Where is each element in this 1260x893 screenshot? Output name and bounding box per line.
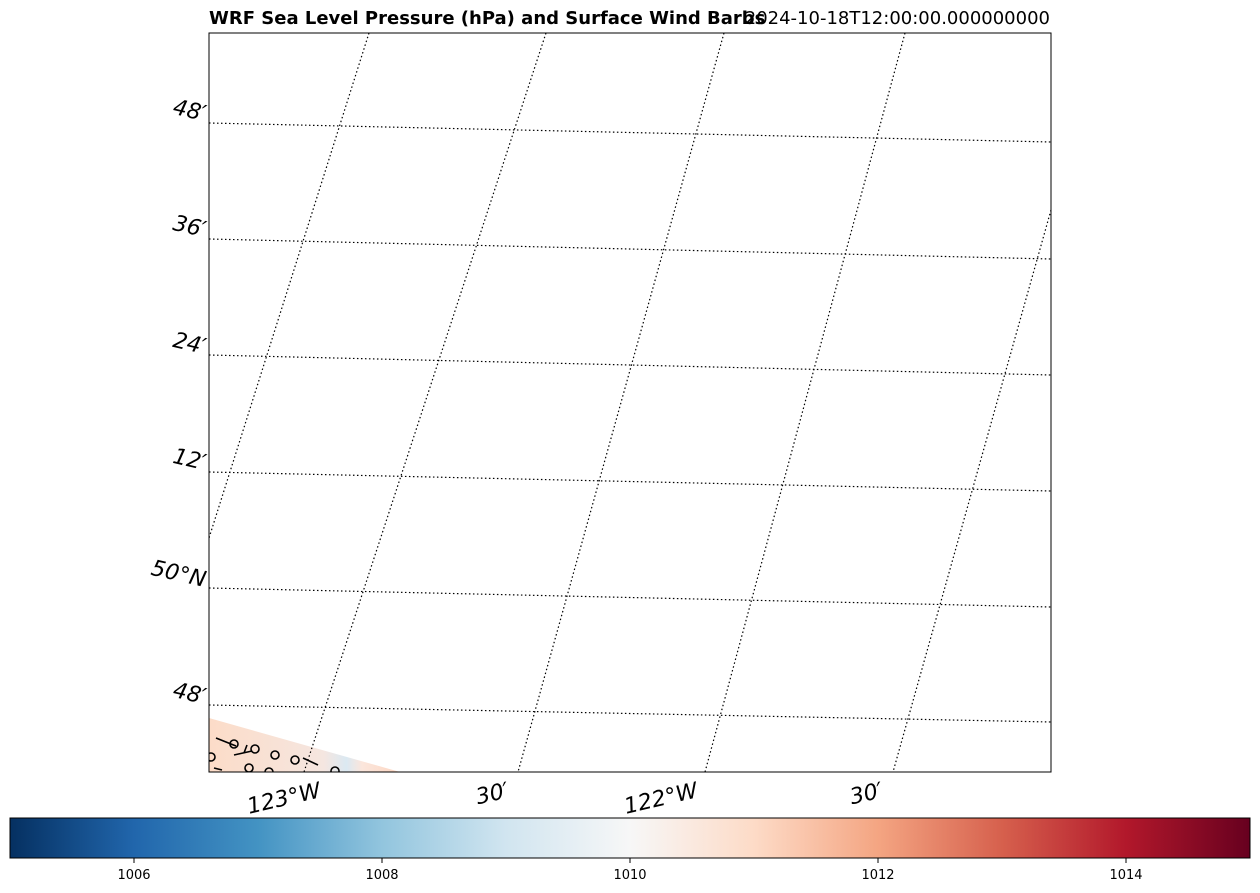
wind-barb — [233, 744, 253, 756]
wind-barb-calm — [244, 763, 254, 772]
chart-title: WRF Sea Level Pressure (hPa) and Surface… — [209, 8, 765, 29]
wind-barbs — [209, 737, 340, 772]
latitude-line — [209, 238, 1051, 260]
wind-barb-calm — [290, 755, 300, 765]
lat-label: 50°N — [149, 556, 209, 593]
wind-barb-calm — [270, 750, 280, 760]
colorbar-tick-label: 1014 — [1109, 868, 1142, 883]
lat-label: 48′ — [170, 95, 208, 127]
wind-barb — [302, 757, 319, 766]
colorbar-tick-label: 1008 — [365, 868, 398, 883]
colorbar-ticks: 1006 1008 1010 1012 1014 — [117, 858, 1143, 883]
lat-label: 48′ — [170, 678, 208, 710]
latitude-line — [209, 471, 1051, 492]
map-background — [209, 33, 1051, 772]
wind-barb — [215, 737, 237, 747]
lon-label: 122°W — [622, 778, 702, 819]
lat-label: 12′ — [170, 444, 208, 476]
latitude-line — [209, 354, 1051, 376]
valid-time-label: 2024-10-18T12:00:00.000000000 — [745, 8, 1050, 29]
longitude-line — [892, 209, 1051, 772]
lon-label: 30′ — [474, 778, 512, 810]
wind-barb — [213, 767, 223, 771]
colorbar-tick-label: 1006 — [117, 868, 150, 883]
latitude-line — [209, 122, 1051, 143]
wind-barb-calm — [330, 766, 340, 772]
wind-barb-calm — [209, 752, 216, 762]
map-frame — [208, 32, 1052, 773]
colorbar-tick-label: 1012 — [861, 868, 894, 883]
latitude-line — [209, 704, 1051, 723]
lon-label: 30′ — [848, 778, 886, 810]
lat-label: 24′ — [170, 328, 208, 360]
colorbar: 1006 1008 1010 1012 1014 — [9, 817, 1251, 883]
longitude-line — [303, 33, 547, 772]
colorbar-gradient — [9, 817, 1251, 859]
colorbar-tick-label: 1010 — [613, 868, 646, 883]
latitude-line — [209, 587, 1051, 608]
wind-barb-calm — [264, 767, 274, 772]
wind-barb-calm — [250, 744, 260, 754]
longitude-line — [209, 33, 370, 539]
longitude-labels: 123°W 30′ 122°W 30′ — [245, 778, 885, 819]
map-panel — [208, 32, 1052, 773]
graticule — [209, 33, 1051, 772]
latitude-labels: 48′ 36′ 24′ 12′ 50°N 48′ — [149, 95, 209, 710]
pressure-shading — [209, 718, 400, 772]
lon-label: 123°W — [245, 778, 325, 819]
lat-label: 36′ — [170, 211, 208, 243]
